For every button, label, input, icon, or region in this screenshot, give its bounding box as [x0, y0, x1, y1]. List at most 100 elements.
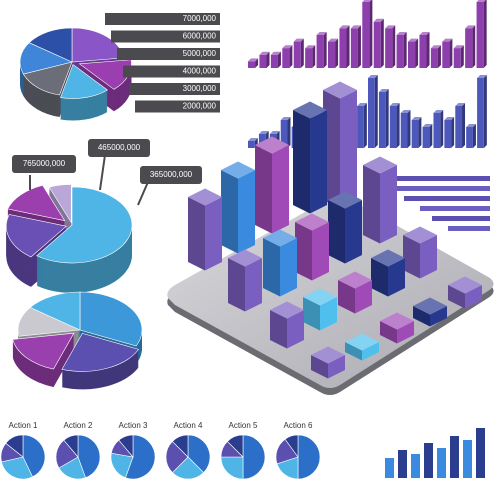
cube-right — [245, 258, 262, 312]
bar-top — [368, 75, 378, 78]
cube-left — [323, 90, 340, 209]
callout-tail — [137, 181, 149, 206]
pie-slice — [28, 27, 73, 63]
bar-side — [357, 25, 361, 68]
mini-bar — [437, 448, 446, 478]
cube-top — [270, 301, 304, 319]
bar — [357, 106, 364, 148]
cube-right — [420, 235, 437, 279]
mini-bar — [385, 458, 394, 478]
cube-left — [448, 285, 465, 309]
cube-right — [280, 238, 297, 297]
pie-slice — [118, 434, 134, 458]
cube-top — [228, 249, 262, 267]
pie-slice — [79, 291, 143, 347]
bar — [280, 120, 288, 148]
bar-side — [483, 0, 487, 68]
bar-top — [389, 103, 400, 106]
bar-top — [396, 32, 407, 35]
bar — [282, 48, 290, 68]
cube-right — [388, 258, 405, 297]
bar-top — [476, 0, 486, 2]
bar-top — [305, 45, 316, 49]
action-label: Action 3 — [119, 421, 148, 430]
bar — [444, 120, 452, 148]
bar-top — [378, 89, 389, 92]
bar-top — [328, 38, 339, 42]
hbar — [432, 216, 490, 221]
bar-top — [433, 110, 444, 113]
callout-box — [88, 139, 150, 157]
bar-side — [440, 110, 444, 148]
cube-right — [380, 165, 397, 244]
cube-right — [312, 222, 329, 281]
pie-slice — [165, 441, 189, 473]
bar-side — [335, 38, 339, 68]
cube-top — [380, 312, 414, 330]
mini-bar — [411, 454, 420, 478]
cube-left — [303, 297, 320, 331]
cube-top — [338, 271, 372, 289]
cube-left — [255, 145, 272, 234]
pie-slice — [19, 42, 73, 75]
bar-top — [444, 117, 455, 120]
bar-side — [369, 0, 373, 68]
bar — [258, 134, 266, 148]
bar — [396, 35, 404, 68]
cube-left — [380, 321, 397, 344]
cube-top — [328, 191, 362, 209]
bar-top — [248, 138, 258, 141]
cube-right — [340, 90, 357, 209]
bar — [422, 127, 430, 148]
bar-side — [437, 45, 441, 68]
cube-left — [263, 238, 280, 297]
bar-top — [465, 25, 476, 29]
bar — [455, 106, 463, 148]
bar — [453, 48, 461, 68]
bar-top — [357, 103, 367, 106]
bar-top — [419, 32, 430, 35]
bar — [476, 2, 484, 68]
callout-box — [140, 166, 202, 184]
bar — [378, 92, 386, 148]
bar-side — [407, 110, 411, 148]
value-label: 4000,000 — [183, 67, 217, 76]
bar — [477, 78, 484, 148]
pie-slice — [220, 456, 244, 480]
cube-left — [371, 258, 388, 297]
bar-top — [385, 25, 396, 29]
bar-side — [363, 103, 367, 148]
bar — [389, 106, 397, 148]
bar — [248, 141, 255, 148]
bar-top — [362, 0, 372, 2]
mini-bar — [450, 436, 459, 478]
mini-bar — [424, 443, 433, 478]
callout-label: 365000,000 — [150, 170, 193, 179]
cube-right — [328, 355, 345, 379]
bar — [400, 113, 408, 148]
bar-top — [422, 124, 433, 127]
cube-top — [363, 156, 397, 174]
pie-slice — [29, 291, 81, 331]
bar-top — [293, 38, 304, 42]
bar-top — [259, 51, 270, 55]
bar — [293, 41, 301, 68]
bar-side — [266, 51, 270, 68]
bar-side — [289, 45, 293, 68]
bar-side — [418, 117, 422, 148]
cube-left — [363, 165, 380, 244]
callout-box — [12, 155, 76, 173]
action-label: Action 1 — [9, 421, 38, 430]
hbar — [392, 186, 490, 191]
bar-side — [374, 75, 378, 148]
hbar — [448, 226, 490, 231]
cube-left — [295, 222, 312, 281]
bar — [408, 41, 416, 68]
bar-top — [350, 25, 361, 29]
bar-top — [248, 58, 259, 62]
bar-side — [287, 117, 291, 148]
bar — [466, 127, 473, 148]
bar — [248, 61, 256, 68]
cube-left — [338, 280, 355, 314]
